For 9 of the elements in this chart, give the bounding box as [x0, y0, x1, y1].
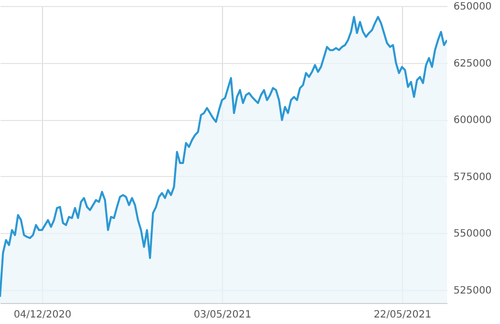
y-tick-label: 550000	[454, 228, 492, 240]
y-tick-label: 600000	[454, 115, 492, 126]
y-tick-label: 625000	[454, 58, 492, 70]
x-tick-label: 22/05/2021	[374, 310, 432, 320]
y-tick-label: 525000	[454, 286, 492, 297]
y-tick-label: 650000	[454, 2, 492, 12]
x-tick-label: 04/12/2020	[14, 310, 72, 320]
x-tick-label: 03/05/2021	[194, 310, 252, 320]
y-tick-label: 575000	[454, 172, 492, 183]
